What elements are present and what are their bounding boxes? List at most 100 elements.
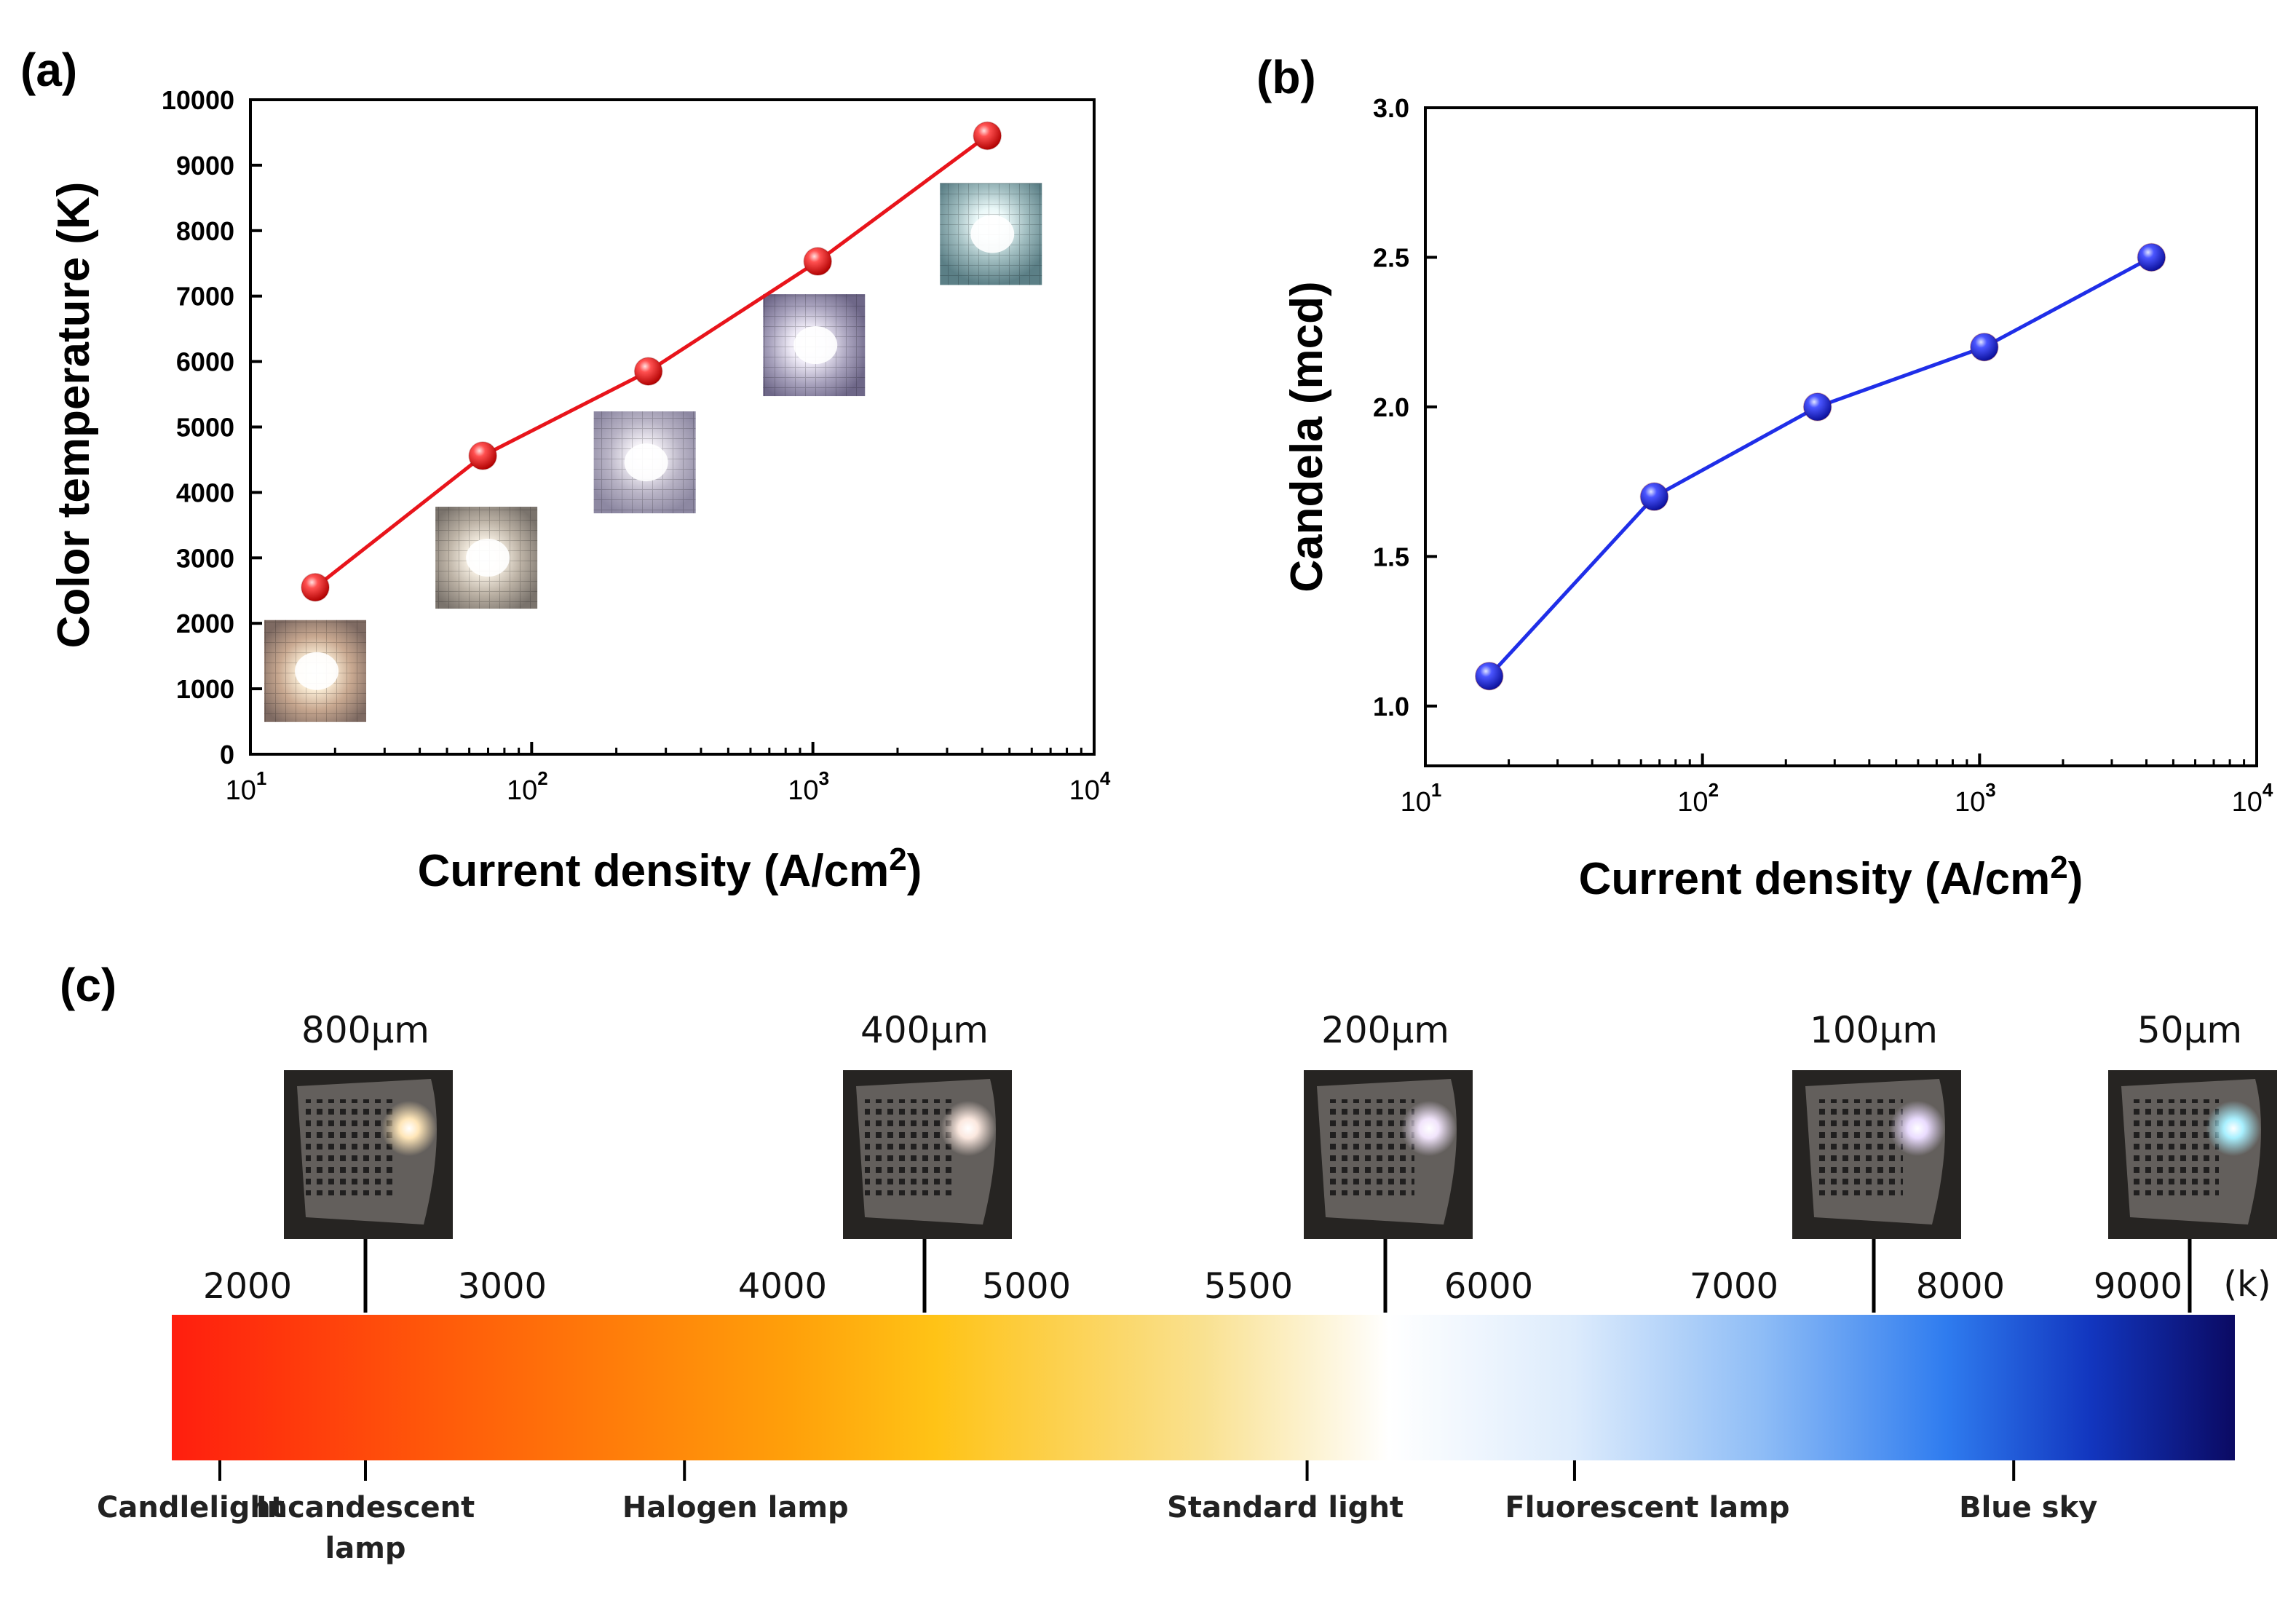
chart-b-data-point	[1639, 482, 1669, 511]
chart-a-x-axis-title: Current density (A/cm2)	[418, 842, 922, 896]
chart-a-x-tick-label: 103	[788, 767, 829, 806]
light-source-label: Incandescent	[256, 1491, 475, 1524]
chart-b-x-tick-base: 10	[1677, 787, 1708, 818]
light-source-label: Halogen lamp	[622, 1491, 849, 1524]
chart-a-x-axis-title-main: Current density (A/cm	[418, 846, 890, 896]
device-size-label: 800μm	[301, 1009, 429, 1051]
chart-b-x-tick-exp: 3	[1985, 779, 1995, 801]
chart-b-y-ticks: 1.0 1.5 2.0 2.5 3.0	[1373, 93, 1437, 721]
chart-b-series-line	[1487, 256, 2153, 678]
temperature-label: 4000	[738, 1266, 827, 1307]
chart-a-data-point	[633, 357, 663, 386]
panel-label-c: (c)	[60, 959, 116, 1011]
chart-b-x-axis-title: Current density (A/cm2)	[1579, 850, 2083, 904]
chart-a-y-tick-label: 4000	[176, 478, 234, 507]
photo-inset-4	[763, 294, 866, 397]
device-size-label: 400μm	[860, 1009, 989, 1051]
temperature-label: 9000	[2094, 1266, 2182, 1307]
chart-b-x-tick-label: 101	[1401, 779, 1442, 818]
chart-b-y-tick-label: 1.0	[1373, 692, 1409, 721]
chart-a-x-tick-label: 101	[226, 767, 267, 806]
chart-a-data-point	[301, 573, 330, 602]
temperature-label: 3000	[458, 1266, 547, 1307]
chart-a-x-tick-base: 10	[226, 775, 256, 806]
color-temperature-scale: 800μm 400μm 200μm 100μm 50μm 2000 3000 4000 500…	[97, 1009, 2277, 1565]
chart-a-x-tick-base: 10	[507, 775, 537, 806]
light-source-label: Standard light	[1167, 1491, 1404, 1524]
temperature-label: 8000	[1916, 1266, 2005, 1307]
chart-a-y-tick-label: 9000	[176, 151, 234, 181]
chart-a-x-tick-base: 10	[1069, 775, 1100, 806]
panel-label-b: (b)	[1256, 51, 1316, 103]
chart-b-data-point	[1970, 332, 1999, 362]
chart-a-y-tick-label: 2000	[176, 609, 234, 638]
temperature-label: 7000	[1690, 1266, 1778, 1307]
chart-b-x-tick-label: 102	[1677, 779, 1719, 818]
light-source-label: Blue sky	[1959, 1491, 2097, 1524]
chart-b-plot-frame	[1424, 106, 2258, 767]
chart-b-x-tick-exp: 4	[2263, 779, 2273, 801]
chart-b-x-axis-title-sup: 2	[2050, 850, 2067, 885]
chart-b-x-tick-exp: 2	[1709, 779, 1719, 801]
photo-inset-2	[435, 507, 538, 609]
chart-b-x-ticks: 101 102 103 104	[1401, 753, 2273, 818]
photo-inset-5	[940, 183, 1042, 285]
photo-inset-3	[593, 411, 696, 514]
chart-b-x-tick-base: 10	[1955, 787, 1985, 818]
device-size-label: 50μm	[2137, 1009, 2242, 1051]
chart-a-y-ticks: 0 1000 2000 3000 4000 5000 6000 7000 8000 9000 100…	[162, 85, 262, 770]
chart-b-x-axis-title-main: Current density (A/cm	[1579, 854, 2051, 904]
chart-b-y-tick-label: 3.0	[1373, 93, 1409, 123]
chart-b-x-tick-base: 10	[2232, 787, 2263, 818]
chart-b-y-tick-label: 1.5	[1373, 542, 1409, 571]
chart-b-data-point	[1802, 392, 1832, 422]
chart-a-x-axis-title-end: )	[907, 846, 922, 896]
device-photo-100m	[1792, 1070, 1961, 1239]
chart-a-x-tick-label: 102	[507, 767, 548, 806]
chart-b-data-point	[2137, 242, 2166, 272]
chart-a-x-tick-exp: 4	[1100, 767, 1111, 789]
chart-a-y-tick-label: 8000	[176, 216, 234, 246]
chart-b: 1.01.52.02.53.0 101 102 103 104 Candela (mc…	[1282, 93, 2273, 904]
chart-a-y-tick-label: 5000	[176, 413, 234, 443]
light-source-label-line2: lamp	[325, 1532, 405, 1565]
photo-inset-1	[264, 620, 367, 722]
temperature-label: 2000	[203, 1266, 292, 1307]
chart-a-y-tick-label: 0	[220, 740, 234, 770]
chart-a-x-tick-exp: 2	[537, 767, 547, 789]
chart-a-x-ticks: 101 102 103 104	[226, 742, 1111, 806]
chart-a-series	[301, 121, 1002, 602]
chart-a-y-tick-label: 10000	[162, 85, 234, 115]
chart-b-data-point	[1474, 661, 1504, 691]
color-temperature-gradient-bar	[172, 1315, 2235, 1460]
device-size-label: 200μm	[1321, 1009, 1449, 1051]
light-source-label: Fluorescent lamp	[1505, 1491, 1789, 1524]
temperature-label: 5500	[1204, 1266, 1293, 1307]
chart-a-x-axis-title-sup: 2	[889, 842, 906, 877]
chart-b-x-tick-label: 104	[2232, 779, 2273, 818]
chart-a-x-tick-exp: 1	[256, 767, 266, 789]
device-photo-50m	[2108, 1070, 2277, 1239]
chart-b-y-tick-label: 2.5	[1373, 242, 1409, 272]
chart-a-x-tick-label: 104	[1069, 767, 1111, 806]
chart-a-data-point	[803, 247, 832, 276]
temperature-label: 6000	[1444, 1266, 1533, 1307]
chart-b-x-tick-base: 10	[1401, 787, 1431, 818]
chart-b-x-tick-label: 103	[1955, 779, 1996, 818]
light-source-label: Candlelight	[97, 1491, 285, 1524]
chart-a-data-point	[468, 441, 497, 470]
temperature-labels: 2000 3000 4000 5000 5500 6000 7000 8000 9000 (k)	[203, 1264, 2271, 1307]
chart-b-x-axis-title-end: )	[2068, 854, 2083, 904]
panel-label-a: (a)	[20, 44, 77, 96]
chart-a-x-tick-exp: 3	[819, 767, 829, 789]
chart-a-x-tick-base: 10	[788, 775, 818, 806]
chart-a-y-tick-label: 7000	[176, 282, 234, 312]
temperature-unit-label: (k)	[2223, 1264, 2271, 1305]
device-photos: 800μm 400μm 200μm 100μm 50μm	[284, 1009, 2277, 1313]
chart-a: 0 1000 2000 3000 4000 5000 6000 7000 8000 9000 100…	[49, 85, 1111, 896]
chart-b-x-tick-exp: 1	[1431, 779, 1441, 801]
chart-a-y-tick-label: 1000	[176, 674, 234, 704]
chart-b-y-tick-label: 2.0	[1373, 392, 1409, 422]
